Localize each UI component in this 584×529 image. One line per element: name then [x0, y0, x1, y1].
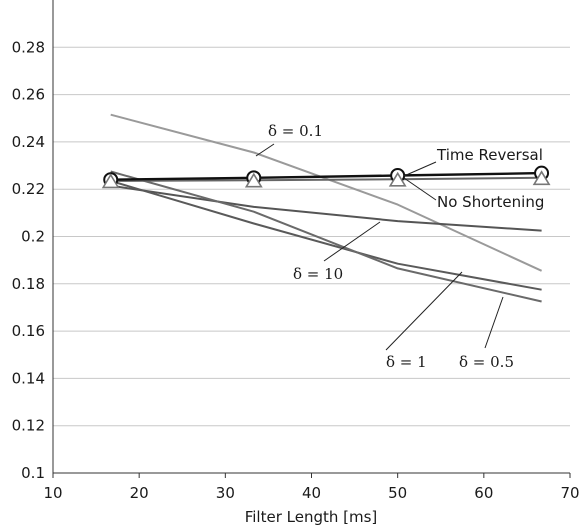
- y-tick-label: 0.16: [12, 322, 45, 340]
- x-tick-label: 30: [216, 484, 235, 502]
- x-tick-label: 10: [43, 484, 62, 502]
- y-tick-label: 0.14: [12, 369, 45, 387]
- y-tick-label: 0.24: [12, 133, 45, 151]
- y-tick-label: 0.18: [12, 275, 45, 293]
- y-tick-label: 0.2: [21, 228, 45, 246]
- y-tick-label: 0.1: [21, 464, 45, 482]
- x-tick-label: 20: [130, 484, 149, 502]
- annotation-no-shortening: No Shortening: [437, 193, 544, 211]
- x-tick-label: 70: [560, 484, 579, 502]
- annotation-delta-1: δ = 1: [386, 353, 427, 371]
- y-tick-label: 0.12: [12, 417, 45, 435]
- y-tick-label: 0.22: [12, 180, 45, 198]
- y-tick-label: 0.26: [12, 86, 45, 104]
- x-axis-ticks: 10 20 30 40 50 60 70: [43, 473, 579, 502]
- annotation-delta-10: δ = 10: [293, 265, 343, 283]
- x-tick-label: 60: [474, 484, 493, 502]
- y-tick-label: 0.28: [12, 38, 45, 56]
- annotation-delta-0.1: δ = 0.1: [268, 122, 323, 140]
- x-tick-label: 40: [302, 484, 321, 502]
- y-axis-ticks: 0.1 0.12 0.14 0.16 0.18 0.2 0.22 0.24 0.26 0.28: [12, 38, 45, 482]
- annotation-time-reversal: Time Reversal: [436, 146, 543, 164]
- x-axis-title: Filter Length [ms]: [245, 508, 378, 526]
- x-tick-label: 50: [388, 484, 407, 502]
- annotation-delta-0.5: δ = 0.5: [459, 353, 514, 371]
